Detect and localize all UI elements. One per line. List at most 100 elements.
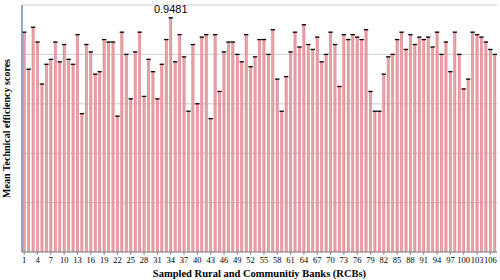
bar bbox=[281, 111, 283, 252]
bar-cap bbox=[173, 61, 177, 62]
bar-cap bbox=[333, 44, 337, 45]
bar-cap bbox=[355, 36, 359, 37]
bar-cap bbox=[89, 51, 93, 52]
bar bbox=[276, 79, 278, 252]
bar bbox=[307, 45, 309, 252]
bar bbox=[409, 35, 411, 252]
bar bbox=[263, 40, 265, 252]
bar bbox=[116, 116, 118, 252]
bar bbox=[174, 62, 176, 252]
bar bbox=[387, 57, 389, 252]
chart: 1471013161922252831343740434649525558616… bbox=[0, 0, 500, 280]
bar-cap bbox=[386, 56, 390, 57]
bar-cap bbox=[359, 39, 363, 40]
bar-cap bbox=[151, 71, 155, 72]
bar-cap bbox=[342, 34, 346, 35]
x-tick-label: 79 bbox=[366, 255, 375, 265]
x-tick-label: 67 bbox=[313, 255, 322, 265]
x-tick-label: 73 bbox=[340, 255, 349, 265]
x-tick-label: 16 bbox=[87, 255, 96, 265]
bar bbox=[294, 32, 296, 252]
bar bbox=[258, 40, 260, 252]
x-tick-label: 40 bbox=[193, 255, 202, 265]
bar-cap bbox=[337, 86, 341, 87]
x-tick-label: 100 bbox=[457, 255, 470, 265]
bar-cap bbox=[368, 91, 372, 92]
bar-cap bbox=[142, 96, 146, 97]
bar bbox=[196, 104, 198, 252]
bar bbox=[316, 37, 318, 252]
bar-cap bbox=[124, 54, 128, 55]
bar-cap bbox=[35, 41, 39, 42]
bar bbox=[405, 49, 407, 252]
bar bbox=[107, 42, 109, 252]
bar-cap bbox=[475, 34, 479, 35]
x-tick-label: 82 bbox=[380, 255, 389, 265]
x-tick-label: 37 bbox=[180, 255, 189, 265]
bar bbox=[489, 49, 491, 252]
bar bbox=[241, 62, 243, 252]
bar bbox=[334, 45, 336, 252]
x-tick-label: 34 bbox=[166, 255, 175, 265]
x-tick-label: 103 bbox=[471, 255, 484, 265]
bar-cap bbox=[58, 61, 62, 62]
bar bbox=[432, 47, 434, 252]
bar bbox=[152, 72, 154, 252]
bar bbox=[210, 119, 212, 252]
x-tick-label: 19 bbox=[100, 255, 109, 265]
bar-cap bbox=[222, 51, 226, 52]
bar-cap bbox=[271, 29, 275, 30]
bar bbox=[94, 74, 96, 252]
bar bbox=[298, 47, 300, 252]
x-tick-label: 55 bbox=[260, 255, 269, 265]
bar-cap bbox=[306, 44, 310, 45]
bar-cap bbox=[302, 24, 306, 25]
bar bbox=[267, 54, 269, 252]
bar bbox=[250, 67, 252, 252]
bar-cap bbox=[169, 17, 173, 18]
bar bbox=[254, 57, 256, 252]
bar bbox=[245, 35, 247, 252]
x-tick-label: 7 bbox=[49, 255, 53, 265]
bar-cap bbox=[426, 36, 430, 37]
bar bbox=[223, 52, 225, 252]
bar bbox=[201, 37, 203, 252]
x-tick-label: 76 bbox=[353, 255, 362, 265]
bar-cap bbox=[262, 39, 266, 40]
bar-cap bbox=[488, 49, 492, 50]
bar bbox=[81, 114, 83, 252]
bar-cap bbox=[413, 44, 417, 45]
bar bbox=[392, 54, 394, 252]
bar bbox=[76, 35, 78, 252]
bar bbox=[418, 37, 420, 252]
bar bbox=[227, 42, 229, 252]
bar bbox=[178, 35, 180, 252]
bar-cap bbox=[457, 54, 461, 55]
bar bbox=[463, 89, 465, 252]
bar bbox=[205, 35, 207, 252]
bar-cap bbox=[417, 36, 421, 37]
bar-cap bbox=[208, 118, 212, 119]
bar bbox=[72, 64, 74, 252]
bar bbox=[272, 30, 274, 252]
x-tick-label: 64 bbox=[300, 255, 309, 265]
x-tick-label: 25 bbox=[127, 255, 136, 265]
bar-cap bbox=[102, 39, 106, 40]
bar-cap bbox=[266, 54, 270, 55]
x-tick-label: 58 bbox=[273, 255, 282, 265]
bar-cap bbox=[444, 41, 448, 42]
bar bbox=[23, 32, 25, 252]
bar-cap bbox=[84, 44, 88, 45]
bar bbox=[41, 84, 43, 252]
bar bbox=[436, 32, 438, 252]
bar bbox=[480, 37, 482, 252]
bar bbox=[85, 45, 87, 252]
bar bbox=[329, 32, 331, 252]
bar-cap bbox=[75, 34, 79, 35]
bar bbox=[156, 99, 158, 252]
bar-cap bbox=[399, 32, 403, 33]
bar bbox=[471, 32, 473, 252]
bar bbox=[112, 42, 114, 252]
bar bbox=[99, 72, 101, 252]
bar-cap bbox=[244, 34, 248, 35]
